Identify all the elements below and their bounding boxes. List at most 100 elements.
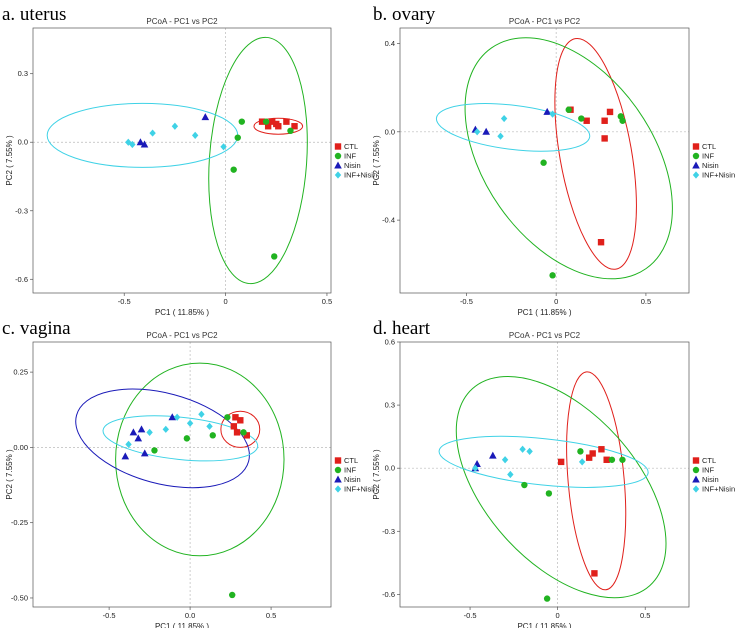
legend-label: Nisin [344,475,361,484]
data-point [125,440,132,448]
plot-title: PCoA - PC1 vs PC2 [146,331,218,340]
legend-label: Nisin [344,161,361,170]
data-point [140,140,149,148]
data-point [606,108,614,116]
legend-label: CTL [702,142,716,151]
y-tick-label: -0.3 [382,527,395,536]
confidence-ellipse-inf-nisin [435,103,591,152]
data-point [201,113,210,121]
data-point [291,123,298,130]
plot-title: PCoA - PC1 vs PC2 [509,17,581,26]
data-point [275,123,282,130]
x-tick-label: 0.5 [640,611,650,620]
data-point [473,128,481,136]
data-point [230,423,238,430]
legend-marker [692,466,700,474]
x-tick-label: 0.5 [641,297,651,306]
confidence-ellipse-inf-nisin [102,415,259,462]
series-inf [521,448,626,602]
data-point [601,117,608,124]
series-inf-nisin [473,110,556,140]
x-axis-label: PC1 ( 11.85% ) [155,308,209,317]
y-tick-label: -0.6 [15,275,28,284]
series-inf-nisin [125,122,227,151]
x-tick-label: 0 [223,297,227,306]
data-point [603,456,610,463]
data-point [146,428,153,436]
y-tick-label: -0.6 [382,590,395,599]
data-point [549,110,556,118]
panel-1: a. uterus PCoA - PC1 vs PC2 -0.5 0 0.5 0.3 0.0… [2,4,377,317]
y-tick-label: -0.50 [11,593,28,602]
data-point [240,429,247,436]
data-point [233,429,241,436]
data-point [526,447,533,455]
y-tick-label: 0.0 [385,127,395,136]
data-point [224,414,231,421]
series-ctl [258,118,298,130]
legend-label: CTL [344,142,358,151]
data-point [243,432,250,439]
data-point [191,131,199,139]
series-inf [230,118,294,260]
data-point [540,159,547,166]
data-point [287,127,294,135]
legend-marker [692,161,700,169]
data-point [186,419,194,427]
data-point [519,445,526,453]
data-point [271,253,278,260]
legend-label: INF [702,466,715,475]
data-point [608,456,616,463]
data-point [598,446,605,453]
y-tick-label: 0.6 [385,338,395,347]
confidence-ellipse-inf [208,36,308,285]
data-point [234,134,241,141]
data-point [501,456,509,464]
legend-marker [334,171,342,179]
data-point [482,127,490,135]
legend-marker [334,152,342,160]
ellipses [46,36,308,285]
plot-title: PCoA - PC1 vs PC2 [146,17,218,26]
data-point [591,570,598,577]
data-point [238,118,246,125]
confidence-ellipse-ctl [253,117,304,135]
x-axis-label: PC1 ( 11.85% ) [517,308,571,317]
legend-label: Nisin [702,475,719,484]
confidence-ellipse-inf [115,362,285,557]
series-ctl [230,414,250,439]
data-point [162,425,170,433]
data-point [472,464,479,472]
y-axis-label: PC2 ( 7.55% ) [5,135,14,186]
legend-marker [692,485,700,493]
data-point [269,118,276,125]
data-point [549,272,556,279]
plot-frame [32,27,332,294]
confidence-ellipse-nisin [75,388,250,489]
y-axis-label: PC2 ( 7.55% ) [372,449,381,500]
legend-label: INF [344,466,357,475]
data-point [262,118,270,125]
y-tick-label: 0.25 [13,368,28,377]
data-point [173,413,181,421]
data-point [565,106,572,113]
series-inf [540,106,626,279]
data-point [151,447,158,454]
data-point [545,490,553,497]
data-point [129,428,138,436]
data-point [232,414,239,421]
data-point [220,143,227,151]
plot-frame [399,27,690,294]
x-axis-label: PC1 ( 11.85% ) [517,622,571,628]
data-point [134,434,143,442]
x-tick-label: 0.5 [266,611,276,620]
legend-marker [334,457,342,464]
data-point [121,452,130,460]
legend-marker [692,457,700,464]
data-point [237,417,244,424]
x-tick-label: -0.5 [460,297,473,306]
data-point [183,435,191,442]
series-nisin [471,107,551,135]
confidence-ellipse-inf [455,376,667,599]
